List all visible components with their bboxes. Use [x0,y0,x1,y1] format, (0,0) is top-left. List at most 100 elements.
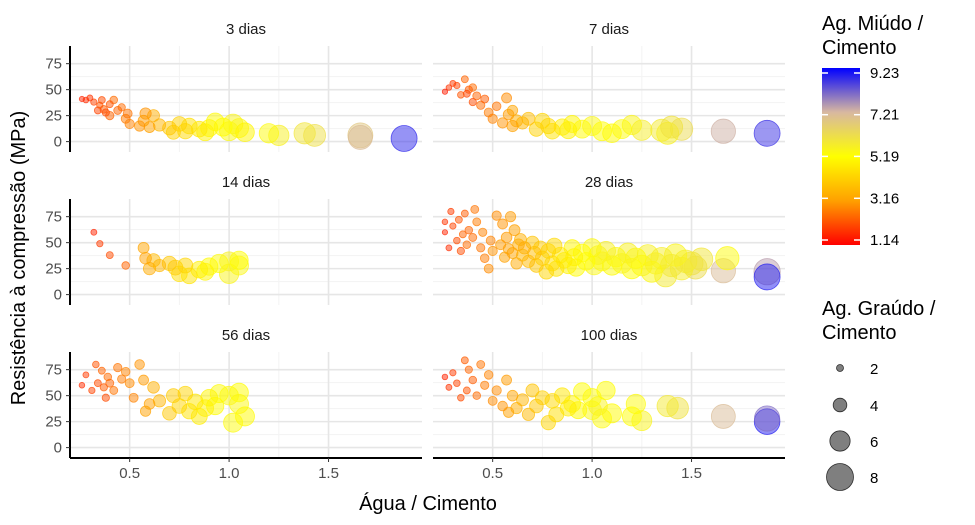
color-legend: Ag. Miúdo / Cimento 9.23 7.21 5.19 3.16 1.14 [822,13,924,249]
y-tick-label: 0 [54,440,62,457]
data-point [497,117,509,129]
panel-strip-label: 7 dias [589,21,629,38]
data-point [485,235,496,246]
panel-100-dias: 100 dias 0.5 1.0 1.5 [433,327,785,482]
color-bar [822,68,860,245]
data-point [293,122,316,145]
color-bar-label: 5.19 [870,148,899,165]
data-point [508,224,521,237]
data-point [480,380,490,390]
size-key-circle [829,430,851,452]
panel-14-dias: 14 dias 0 25 50 75 [45,174,422,305]
data-point [138,374,149,386]
data-point [101,393,110,402]
data-point [82,371,90,379]
size-legend-keys: 2 4 6 8 [826,361,878,491]
y-tick-label: 25 [45,261,62,278]
size-legend-title-line1: Ag. Graúdo / [822,298,936,320]
panels: 3 dias 0 25 50 75 7 dias 14 dias 0 25 50 75 28 dias… [45,21,785,482]
data-point [464,225,474,235]
y-tick-label: 25 [45,108,62,125]
data-point [512,238,525,251]
data-point [521,407,536,421]
y-tick-label: 75 [45,209,62,226]
y-tick-label: 0 [54,287,62,304]
x-tick-label: 1.5 [318,465,339,482]
data-point [441,229,448,236]
data-point [460,209,469,218]
y-tick-label: 0 [54,134,62,151]
data-point [152,394,167,408]
size-legend: Ag. Graúdo / Cimento 2 4 6 8 [822,298,936,491]
data-point [113,363,123,373]
data-point [487,245,498,257]
x-tick-label: 0.5 [482,465,503,482]
data-point [528,121,544,137]
data-point [501,92,512,104]
data-point [137,241,150,254]
data-point [140,405,152,417]
data-point [468,98,477,107]
data-point [462,386,471,395]
data-point [710,404,736,429]
data-point [504,211,517,223]
data-point [478,227,488,237]
data-point [139,252,152,265]
data-point [101,108,110,117]
data-point [476,243,486,253]
data-point [122,108,133,119]
data-point [147,381,160,394]
data-point [483,107,494,118]
size-key-label: 8 [870,470,878,487]
panel-strip-label: 3 dias [226,21,266,38]
data-point [506,104,519,116]
data-point [483,370,494,380]
data-point [105,251,114,260]
data-point [97,366,106,375]
data-point [457,393,465,402]
data-point [495,239,507,251]
x-axis-title: Água / Cimento [359,492,497,515]
data-point [117,103,126,112]
size-key-label: 6 [870,434,878,451]
x-tick-label: 0.5 [119,465,140,482]
data-point [453,236,461,245]
data-point [715,246,740,271]
data-point [120,367,131,377]
data-point [510,257,523,270]
data-point [656,394,679,418]
data-point [529,398,544,414]
y-tick-label: 75 [45,56,62,73]
color-legend-title-line1: Ag. Miúdo / [822,13,924,35]
data-point [124,378,135,389]
data-point [88,386,96,395]
y-tick-label: 75 [45,362,62,379]
data-point [480,94,490,104]
data-point [449,222,457,230]
color-bar-label: 9.23 [870,65,899,82]
size-key-label: 4 [870,398,878,415]
data-point [143,121,156,133]
x-tick-label: 1.0 [582,465,603,482]
data-point [468,375,478,385]
data-point [573,382,592,401]
panel-56-dias: 56 dias 0 25 50 75 0.5 1.0 1.5 [45,327,422,482]
data-point [445,84,453,91]
data-point [447,207,455,216]
data-point [128,392,139,403]
data-point [96,240,104,248]
size-key-label: 2 [870,361,878,378]
data-point [499,251,511,263]
data-point [540,415,556,431]
data-point [491,101,502,112]
x-tick-label: 1.0 [219,465,240,482]
data-point [491,385,502,396]
panel-7-dias: 7 dias [433,21,785,152]
data-point [96,101,104,109]
data-point [90,98,98,106]
data-point [162,406,177,421]
data-point [596,380,616,401]
y-tick-label: 50 [45,82,62,99]
data-point [462,240,472,249]
